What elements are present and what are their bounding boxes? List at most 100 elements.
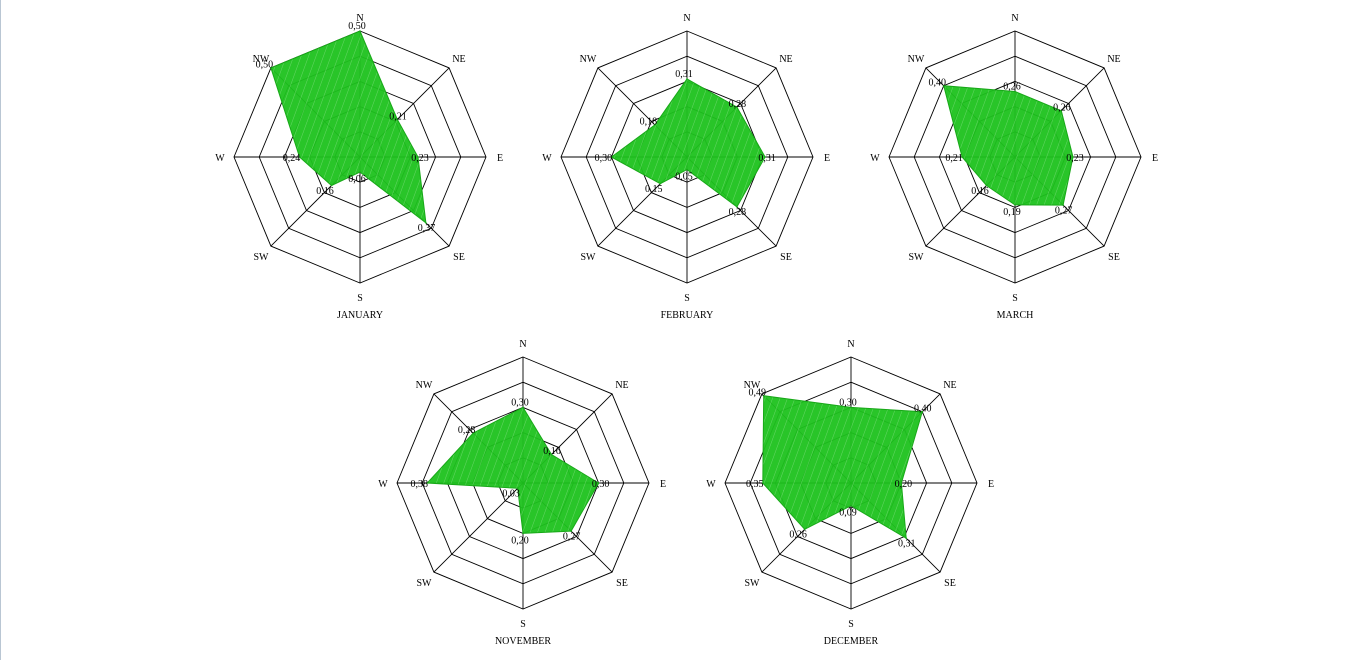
direction-label-w: W xyxy=(215,153,225,164)
data-point-e xyxy=(597,482,600,484)
value-label-e: 0,23 xyxy=(411,153,429,164)
value-label-ne: 0,21 xyxy=(389,111,407,122)
data-point-s xyxy=(850,504,852,507)
value-label-w: 0,38 xyxy=(410,479,428,490)
direction-label-e: E xyxy=(988,479,994,490)
data-point-nw xyxy=(654,124,656,126)
direction-label-ne: NE xyxy=(452,54,465,65)
wind-rose-december: 0,30 0,40 0,20 0,31 0,09 0,26 0,35 0,49 N NE E SE S S… xyxy=(706,339,994,647)
value-label-ne: 0,40 xyxy=(914,404,932,415)
direction-label-se: SE xyxy=(1108,252,1120,263)
chart-title: FEBRUARY xyxy=(661,310,714,321)
data-point-sw xyxy=(985,184,988,187)
value-label-e: 0,23 xyxy=(1066,153,1084,164)
value-label-nw: 0,18 xyxy=(640,117,658,128)
data-point-w xyxy=(610,156,613,158)
chart-title: MARCH xyxy=(997,310,1034,321)
value-label-se: 0,31 xyxy=(898,539,916,550)
spoke-sw xyxy=(433,482,524,573)
data-point-w xyxy=(961,156,963,158)
direction-label-e: E xyxy=(1152,153,1158,164)
wind-rose-march: 0,26 0,26 0,23 0,27 0,19 0,16 0,21 0,40 N NE E SE S S… xyxy=(870,13,1158,321)
data-point-ne xyxy=(1060,109,1063,112)
value-label-ne: 0,28 xyxy=(729,99,747,110)
direction-label-nw: NW xyxy=(908,54,925,65)
direction-label-n: N xyxy=(683,13,690,24)
direction-label-e: E xyxy=(660,479,666,490)
data-point-sw xyxy=(659,182,662,185)
value-label-se: 0,28 xyxy=(729,207,747,218)
direction-label-e: E xyxy=(824,153,830,164)
data-point-se xyxy=(736,206,738,208)
value-label-n: 0,31 xyxy=(675,69,693,80)
data-point-n xyxy=(850,406,852,409)
direction-label-nw: NW xyxy=(580,54,597,65)
data-point-e xyxy=(764,156,766,158)
data-point-se xyxy=(905,537,907,539)
data-point-n xyxy=(359,30,361,32)
value-label-sw: 0,15 xyxy=(645,184,663,195)
direction-label-se: SE xyxy=(944,578,956,589)
chart-title: JANUARY xyxy=(337,310,383,321)
value-label-sw: 0,03 xyxy=(502,489,520,500)
value-label-s: 0,05 xyxy=(675,172,693,183)
value-label-s: 0,09 xyxy=(839,508,857,519)
direction-label-ne: NE xyxy=(779,54,792,65)
direction-label-sw: SW xyxy=(581,252,597,263)
value-label-nw: 0,28 xyxy=(458,425,476,436)
data-point-s xyxy=(359,171,361,173)
data-point-nw xyxy=(472,432,474,434)
direction-label-w: W xyxy=(378,479,388,490)
series-polygon xyxy=(270,30,427,225)
value-label-w: 0,21 xyxy=(945,153,963,164)
value-label-nw: 0,49 xyxy=(748,387,766,398)
value-label-sw: 0,16 xyxy=(316,186,334,197)
direction-label-sw: SW xyxy=(254,252,270,263)
value-label-e: 0,30 xyxy=(592,479,610,490)
series-polygon xyxy=(426,406,600,534)
data-point-s xyxy=(1014,204,1016,206)
value-label-se: 0,27 xyxy=(563,531,581,542)
data-point-e xyxy=(900,482,903,484)
value-label-se: 0,37 xyxy=(418,223,436,234)
value-label-se: 0,27 xyxy=(1055,205,1073,216)
data-point-n xyxy=(686,78,688,80)
data-point-ne xyxy=(396,118,399,121)
data-point-ne xyxy=(550,453,553,456)
direction-label-w: W xyxy=(706,479,716,490)
value-label-nw: 0,40 xyxy=(928,78,946,89)
direction-label-se: SE xyxy=(780,252,792,263)
direction-label-nw: NW xyxy=(416,380,433,391)
data-point-sw xyxy=(330,184,333,187)
direction-label-sw: SW xyxy=(745,578,761,589)
direction-label-sw: SW xyxy=(909,252,925,263)
data-point-sw xyxy=(516,487,519,490)
value-label-nw: 0,50 xyxy=(256,60,274,71)
value-label-w: 0,24 xyxy=(283,153,301,164)
direction-label-ne: NE xyxy=(1107,54,1120,65)
direction-label-sw: SW xyxy=(417,578,433,589)
data-point-se xyxy=(425,222,427,224)
value-label-ne: 0,16 xyxy=(543,446,561,457)
direction-label-w: W xyxy=(870,153,880,164)
direction-label-n: N xyxy=(356,13,363,24)
direction-label-s: S xyxy=(684,293,690,304)
data-point-se xyxy=(570,530,572,532)
data-point-ne xyxy=(736,106,738,108)
value-label-sw: 0,16 xyxy=(971,186,989,197)
data-point-w xyxy=(762,482,764,484)
data-point-sw xyxy=(803,528,806,531)
value-label-s: 0,19 xyxy=(1003,207,1021,218)
data-point-n xyxy=(1014,90,1016,93)
data-point-w xyxy=(298,156,301,158)
data-point-s xyxy=(522,532,524,535)
data-point-nw xyxy=(942,84,945,87)
direction-label-n: N xyxy=(847,339,854,350)
direction-label-n: N xyxy=(519,339,526,350)
direction-label-se: SE xyxy=(453,252,465,263)
direction-label-s: S xyxy=(520,619,526,630)
data-point-w xyxy=(426,482,429,484)
value-label-n: 0,50 xyxy=(348,21,366,32)
direction-label-s: S xyxy=(1012,293,1018,304)
